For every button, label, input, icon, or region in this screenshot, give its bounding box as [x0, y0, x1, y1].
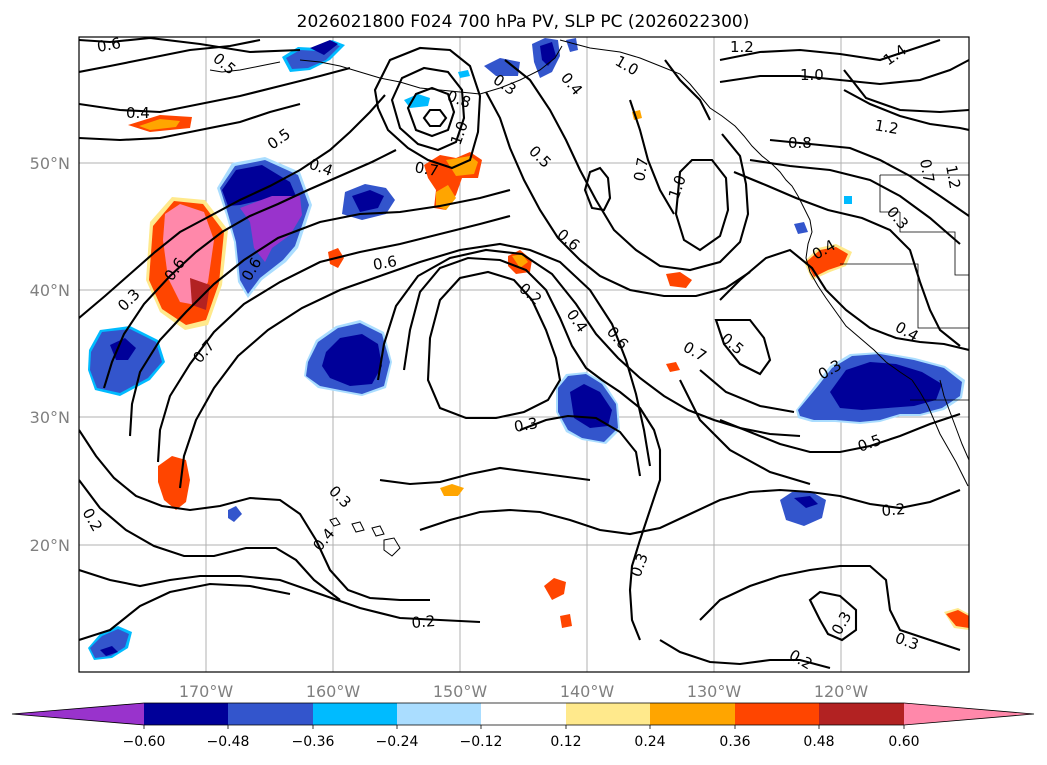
contour-label: 0.2	[881, 500, 906, 520]
lon-label: 170°W	[179, 682, 234, 701]
latitude-labels: 50°N 40°N 30°N 20°N	[30, 154, 70, 555]
colorbar-tick-label: 0.60	[888, 734, 919, 750]
contour-label: 1.0	[800, 66, 824, 84]
plot-frame	[78, 36, 970, 673]
lon-label: 120°W	[814, 682, 869, 701]
contour-label: 1.2	[942, 164, 964, 191]
colorbar-tick-label: −0.48	[207, 734, 250, 750]
contour-label: 0.6	[372, 252, 399, 274]
colorbar-segment	[228, 703, 313, 725]
colorbar-tick-label: 0.12	[550, 734, 581, 750]
colorbar-segment	[397, 703, 481, 725]
colorbar-segment	[313, 703, 397, 725]
lon-label: 130°W	[687, 682, 742, 701]
pv-anomaly-fills	[88, 38, 969, 660]
lat-label: 50°N	[30, 154, 70, 173]
map-plot-area: 0.6 0.5 0.4 0.5 0.4 0.8 1.0 0.7 0.3 0.4 …	[79, 34, 969, 672]
contour-label: 1.2	[730, 38, 754, 56]
contour-label: 0.7	[916, 158, 938, 185]
lon-label: 150°W	[433, 682, 488, 701]
contour-label: 0.3	[513, 414, 540, 436]
colorbar-tick-label: 0.24	[634, 734, 665, 750]
lon-label: 160°W	[306, 682, 361, 701]
colorbar-extend-left	[12, 703, 144, 725]
colorbar-tick-label: −0.12	[460, 734, 503, 750]
coastlines	[209, 39, 969, 557]
lat-label: 30°N	[30, 408, 70, 427]
contour-label: 1.2	[873, 116, 900, 138]
lon-label: 140°W	[560, 682, 615, 701]
lat-label: 20°N	[30, 536, 70, 555]
contour-label: 0.2	[411, 612, 436, 632]
colorbar: −0.60 −0.48 −0.36 −0.24 −0.12 0.12 0.24 …	[11, 702, 1035, 750]
colorbar-segment	[735, 703, 819, 725]
colorbar-tick-label: −0.60	[123, 734, 166, 750]
colorbar-segment	[566, 703, 650, 725]
colorbar-tick-label: 0.48	[803, 734, 834, 750]
lat-label: 40°N	[30, 281, 70, 300]
colorbar-tick-label: −0.36	[292, 734, 335, 750]
contour-label: 0.4	[126, 104, 150, 122]
colorbar-extend-right	[904, 703, 1034, 725]
slp-contours	[79, 37, 969, 670]
colorbar-segment	[481, 703, 566, 725]
contour-label: 0.7	[413, 158, 440, 180]
contour-label: 0.8	[788, 134, 812, 152]
colorbar-tick-label: 0.36	[719, 734, 750, 750]
figure-title: 2026021800 F024 700 hPa PV, SLP PC (2026…	[297, 12, 750, 32]
colorbar-segment	[819, 703, 904, 725]
longitude-labels: 170°W 160°W 150°W 140°W 130°W 120°W	[179, 682, 869, 701]
colorbar-tick-label: −0.24	[376, 734, 419, 750]
colorbar-segment	[144, 703, 228, 725]
colorbar-segment	[650, 703, 735, 725]
contour-label: 0.6	[96, 34, 123, 56]
contour-label: 0.7	[630, 156, 652, 183]
